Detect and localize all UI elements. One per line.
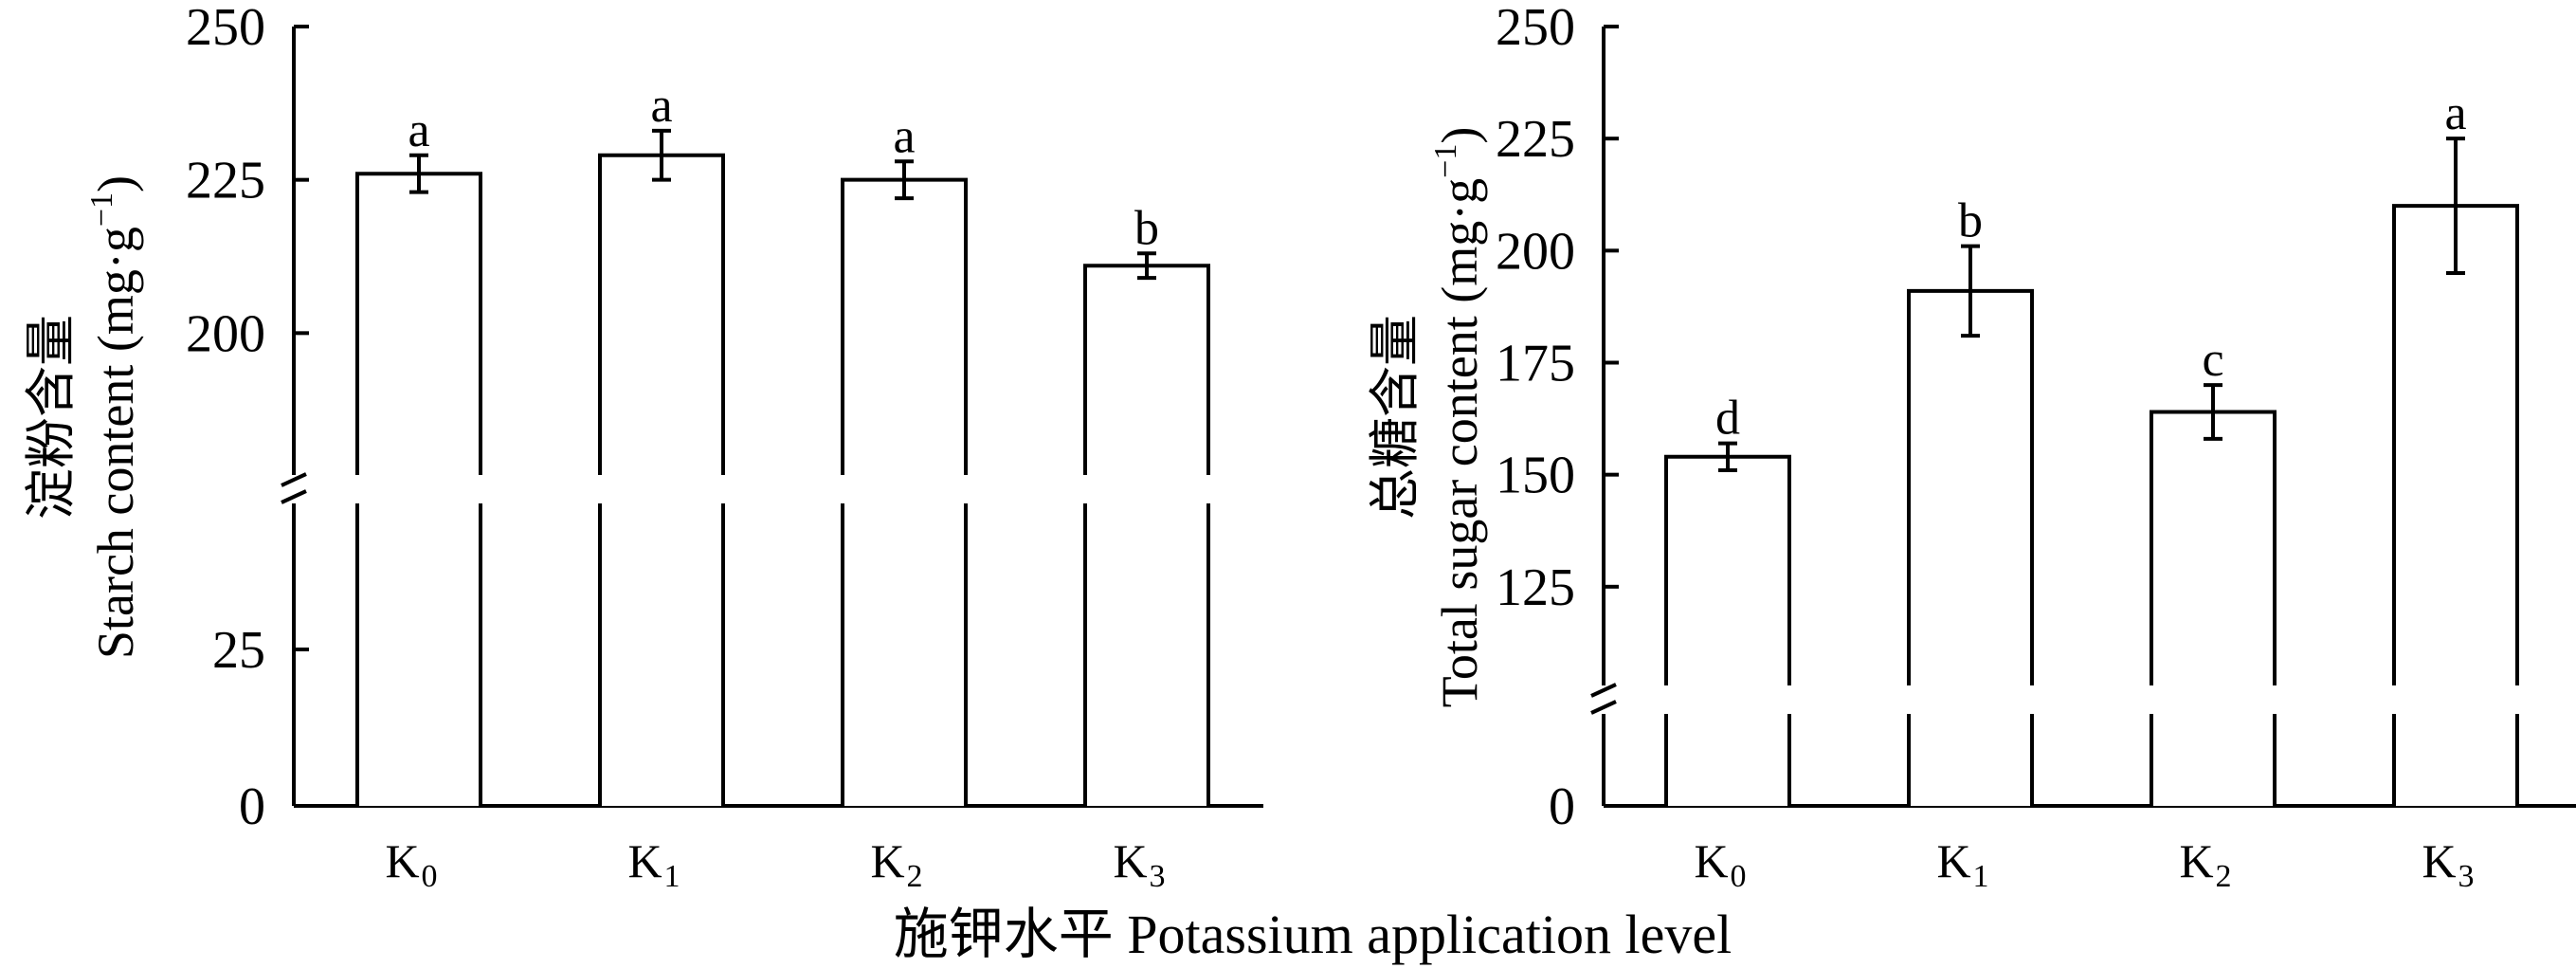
y-tick-label: 0 — [239, 777, 265, 836]
significance-label: b — [1958, 194, 1983, 248]
axis-break-mark — [281, 472, 307, 487]
significance-label: a — [650, 79, 672, 133]
bar-break-gap — [2148, 685, 2278, 714]
y-tick-label: 250 — [1496, 0, 1575, 57]
bar — [1664, 454, 1791, 806]
total-sugar-panel: 0 125 150 175 200 225 250 d K0 b K1 c K2 a K3 总糖含量 Total… — [1367, 0, 2576, 894]
bar — [2150, 410, 2277, 806]
bar-break-gap — [1662, 685, 1793, 714]
y-tick-label: 125 — [1496, 558, 1575, 617]
starch-panel: 0 25 200 225 250 a K0 a K1 a K2 b K3 淀粉含量 Starch conte… — [23, 0, 1263, 894]
significance-label: d — [1715, 392, 1740, 446]
bar-break-gap — [1081, 475, 1212, 503]
x-tick-label: K1 — [627, 834, 680, 894]
bar-break-gap — [354, 475, 484, 503]
x-tick-label: K2 — [2179, 834, 2231, 894]
x-axis-title: 施钾水平 Potassium application level — [894, 904, 1732, 965]
bar-break-gap — [839, 475, 970, 503]
bar — [2392, 204, 2519, 806]
x-tick-label: K0 — [1694, 834, 1746, 894]
y-tick-label: 0 — [1549, 777, 1575, 836]
bar — [1083, 264, 1210, 806]
y-axis-title-en: Starch content (mg·g−1) — [84, 175, 144, 659]
significance-label: a — [408, 103, 429, 157]
y-axis-title-en: Total sugar content (mg·g−1) — [1428, 127, 1488, 708]
bar — [1907, 288, 2034, 806]
y-tick-label: 25 — [212, 621, 265, 680]
x-tick-label: K2 — [870, 834, 922, 894]
significance-label: a — [893, 109, 915, 163]
y-tick-label: 200 — [186, 304, 265, 363]
axis-break-mark — [281, 489, 307, 504]
significance-label: c — [2202, 333, 2223, 387]
y-tick-label: 250 — [186, 0, 265, 57]
x-tick-label: K3 — [1113, 834, 1165, 894]
axis-break-mark — [1590, 683, 1617, 698]
y-axis-title-cn: 总糖含量 — [1367, 315, 1424, 520]
y-tick-label: 150 — [1496, 447, 1575, 505]
x-tick-label: K1 — [1936, 834, 1988, 894]
y-tick-label: 175 — [1496, 335, 1575, 393]
y-tick-label: 225 — [1496, 110, 1575, 169]
y-axis-title-cn: 淀粉含量 — [23, 315, 80, 520]
bar-break-gap — [1905, 685, 2036, 714]
bar-break-gap — [596, 475, 727, 503]
bar-break-gap — [2390, 685, 2521, 714]
x-tick-label: K0 — [385, 834, 437, 894]
axis-break-mark — [1590, 700, 1617, 715]
significance-label: a — [2444, 86, 2466, 140]
significance-label: b — [1134, 201, 1159, 255]
x-tick-label: K3 — [2422, 834, 2474, 894]
y-tick-label: 200 — [1496, 222, 1575, 281]
y-tick-label: 225 — [186, 152, 265, 210]
